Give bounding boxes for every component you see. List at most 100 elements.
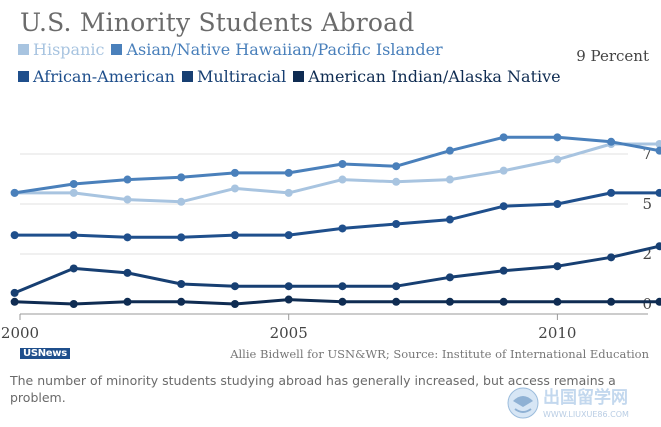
legend-item-asian: Asian/Native Hawaiian/Pacific Islander	[111, 40, 443, 59]
series-1-point-10	[553, 133, 562, 142]
series-1-point-11	[607, 137, 616, 146]
series-0-point-5	[284, 188, 293, 197]
series-3-point-2	[123, 268, 132, 277]
series-2-point-9	[499, 202, 508, 211]
source-note: Allie Bidwell for USN&WR; Source: Instit…	[230, 347, 649, 361]
series-3-point-7	[392, 282, 401, 291]
series-1-point-5	[284, 168, 293, 177]
series-2-point-5	[284, 231, 293, 240]
series-line-0	[14, 142, 660, 204]
series-1-point-4	[230, 168, 239, 177]
series-3-point-9	[499, 266, 508, 275]
watermark-url: WWW.LIUXUE86.COM	[543, 410, 629, 419]
series-3-point-3	[177, 280, 186, 288]
series-0-point-1	[69, 188, 78, 197]
series-3-point-11	[607, 253, 616, 262]
series-2-point-8	[445, 215, 454, 224]
series-1-point-8	[445, 146, 454, 155]
legend-label-asian: Asian/Native Hawaiian/Pacific Islander	[126, 40, 443, 59]
series-4-point-6	[338, 297, 347, 306]
series-4-point-11	[607, 297, 616, 306]
legend-item-african-american: African-American	[18, 67, 175, 86]
unit-label: 9 Percent	[576, 47, 649, 65]
series-1-point-7	[392, 162, 401, 171]
series-4-point-1	[69, 300, 78, 308]
usnews-logo: USNews	[20, 348, 70, 359]
series-4-point-10	[553, 297, 562, 306]
series-0-point-8	[445, 175, 454, 184]
series-0-point-10	[553, 155, 562, 164]
series-4-point-3	[177, 297, 186, 306]
series-4-point-8	[445, 297, 454, 306]
series-3-point-10	[553, 262, 562, 271]
series-0-point-2	[123, 195, 132, 204]
legend-item-american-indian: American Indian/Alaska Native	[293, 67, 561, 86]
series-2-point-4	[230, 231, 239, 240]
legend-row-2: African-American Multiracial American In…	[18, 67, 568, 86]
series-0-point-12	[655, 140, 661, 148]
y-tick-label-2: 5	[642, 195, 652, 213]
x-tick-label-2: 2010	[538, 324, 576, 342]
legend-swatch-asian	[111, 44, 123, 55]
series-4-point-7	[392, 297, 401, 306]
series-3-point-4	[230, 282, 239, 291]
legend-swatch-hispanic	[18, 44, 29, 55]
series-2-point-10	[553, 200, 562, 208]
series-1-point-2	[123, 175, 132, 184]
legend-row-1: Hispanic Asian/Native Hawaiian/Pacific I…	[18, 40, 450, 59]
series-0-point-3	[177, 197, 186, 206]
series-3-point-0	[10, 288, 19, 297]
series-2-point-2	[123, 233, 132, 242]
series-0-point-7	[392, 177, 401, 186]
series-4-point-0	[10, 297, 19, 306]
series-2-point-7	[392, 220, 401, 228]
series-1-point-0	[10, 188, 19, 197]
series-4-point-4	[230, 300, 239, 308]
series-3-point-12	[655, 242, 661, 251]
caption: The number of minority students studying…	[10, 373, 616, 405]
x-tick-label-1: 2005	[270, 324, 308, 342]
series-4-point-2	[123, 297, 132, 306]
series-4-point-9	[499, 297, 508, 306]
series-1-point-6	[338, 160, 347, 168]
legend-item-multiracial: Multiracial	[181, 67, 287, 86]
series-0-point-9	[499, 166, 508, 175]
watermark-logo: 出国留学网 WWW.LIUXUE86.COM	[507, 387, 629, 419]
series-2-point-0	[10, 231, 19, 240]
series-0-point-6	[338, 175, 347, 184]
series-4-point-12	[655, 297, 661, 306]
series-2-point-6	[338, 224, 347, 233]
series-2-point-3	[177, 233, 186, 242]
series-line-4	[14, 298, 660, 306]
watermark-text: 出国留学网	[543, 387, 628, 408]
y-tick-label-3: 7	[642, 145, 652, 163]
y-tick-label-1: 2	[642, 245, 652, 263]
series-2-point-12	[655, 188, 661, 197]
series-3-point-5	[284, 282, 293, 291]
series-1-point-3	[177, 173, 186, 182]
series-2-point-1	[69, 231, 78, 240]
legend-label-african-american: African-American	[33, 67, 175, 86]
series-4-point-5	[284, 295, 293, 304]
series-line-1	[14, 135, 660, 195]
x-tick-label-0: 2000	[1, 324, 39, 342]
legend-swatch-american-indian	[293, 71, 305, 82]
watermark-emblem-icon	[507, 387, 539, 419]
legend-swatch-african-american	[18, 71, 29, 82]
series-1-point-9	[499, 133, 508, 142]
series-0-point-4	[230, 184, 239, 193]
legend-swatch-multiracial	[181, 71, 193, 82]
legend-label-american-indian: American Indian/Alaska Native	[308, 67, 561, 86]
y-tick-label-0: 0	[642, 295, 652, 313]
series-3-point-6	[338, 282, 347, 291]
series-3-point-1	[69, 264, 78, 273]
series-3-point-8	[445, 273, 454, 282]
legend-label-hispanic: Hispanic	[33, 40, 105, 59]
chart-title: U.S. Minority Students Abroad	[20, 8, 415, 37]
series-line-3	[14, 244, 660, 295]
legend-label-multiracial: Multiracial	[196, 67, 287, 86]
series-2-point-11	[607, 188, 616, 197]
series-1-point-12	[655, 146, 661, 155]
series-1-point-1	[69, 180, 78, 188]
